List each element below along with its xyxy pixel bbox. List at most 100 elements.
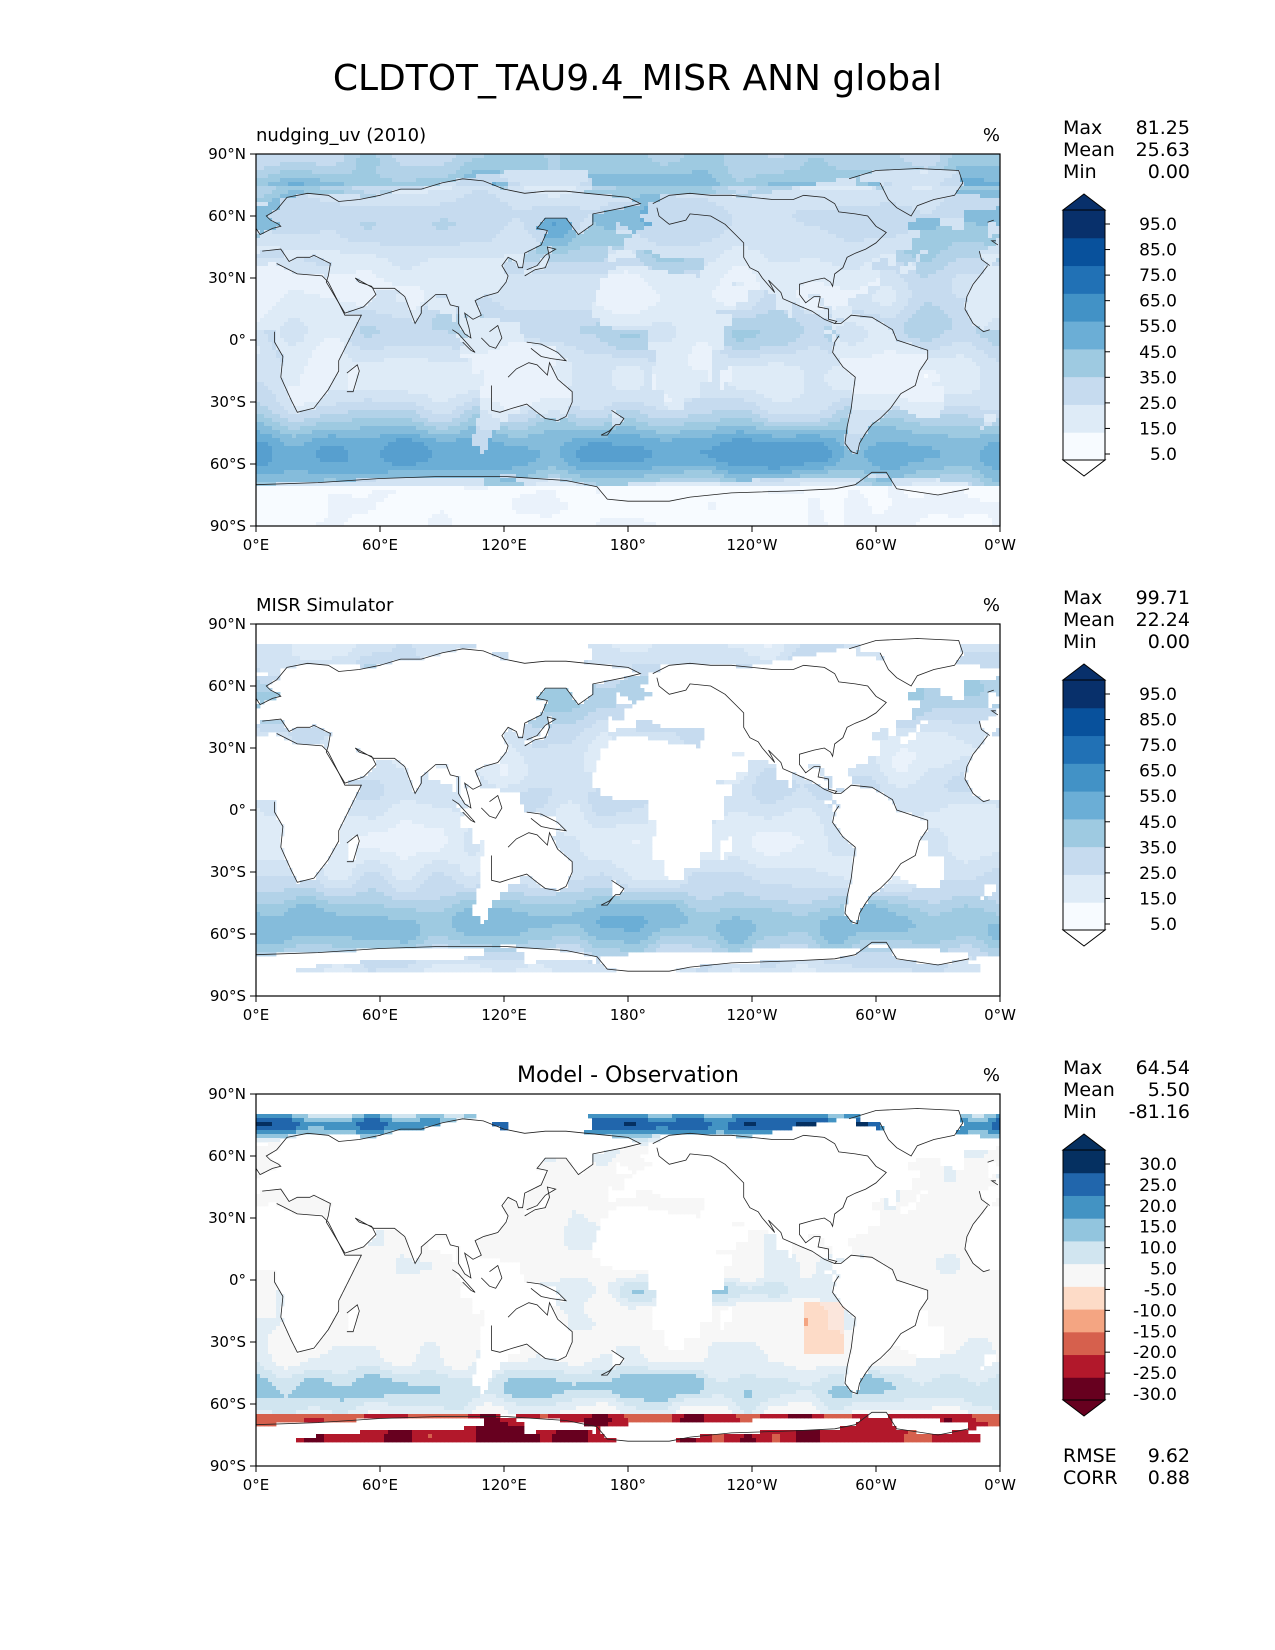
field-cell [884,206,889,211]
field-cell [708,230,713,235]
field-cell [688,254,693,259]
field-cell [264,178,269,183]
field-cell [440,250,445,255]
field-cell [856,170,861,175]
field-cell [584,234,589,239]
field-cell [896,158,901,163]
field-cell [928,242,933,247]
field-cell [804,190,809,195]
field-cell [684,154,689,159]
field-cell [808,190,813,195]
field-cell [528,186,533,191]
field-cell [564,218,569,223]
field-cell [476,250,481,255]
field-cell [816,218,821,223]
field-cell [524,162,529,167]
field-cell [300,250,305,255]
field-cell [716,186,721,191]
field-cell [696,218,701,223]
field-cell [480,214,485,219]
field-cell [328,154,333,159]
field-cell [280,230,285,235]
field-cell [392,230,397,235]
field-cell [292,234,297,239]
field-cell [624,214,629,219]
field-cell [760,242,765,247]
field-cell [936,190,941,195]
field-cell [444,206,449,211]
field-cell [712,246,717,251]
field-cell [784,202,789,207]
field-cell [892,186,897,191]
field-cell [940,182,945,187]
field-cell [632,206,637,211]
field-cell [372,202,377,207]
field-cell [600,190,605,195]
field-cell [284,198,289,203]
field-cell [332,190,337,195]
field-cell [568,162,573,167]
field-cell [904,174,909,179]
field-cell [564,258,569,263]
field-cell [456,178,461,183]
field-cell [936,206,941,211]
field-cell [976,226,981,231]
field-cell [636,194,641,199]
field-cell [576,242,581,247]
field-cell [624,258,629,263]
field-cell [392,246,397,251]
field-cell [792,162,797,167]
field-cell [804,242,809,247]
field-cell [812,178,817,183]
field-cell [456,214,461,219]
field-cell [892,174,897,179]
field-cell [788,170,793,175]
field-cell [628,182,633,187]
field-cell [596,226,601,231]
field-cell [592,162,597,167]
field-cell [892,198,897,203]
field-cell [732,226,737,231]
field-cell [376,234,381,239]
field-cell [876,202,881,207]
field-cell [272,206,277,211]
field-cell [496,222,501,227]
field-cell [400,230,405,235]
field-cell [724,214,729,219]
field-cell [472,206,477,211]
field-cell [444,246,449,251]
field-cell [544,166,549,171]
field-cell [440,222,445,227]
field-cell [500,242,505,247]
field-cell [992,158,997,163]
field-cell [436,214,441,219]
field-cell [412,202,417,207]
field-cell [440,230,445,235]
field-cell [696,254,701,259]
field-cell [556,234,561,239]
field-cell [928,234,933,239]
field-cell [756,246,761,251]
field-cell [620,162,625,167]
field-cell [856,258,861,263]
field-cell [712,178,717,183]
field-cell [472,182,477,187]
field-cell [344,246,349,251]
field-cell [452,190,457,195]
field-cell [656,154,661,159]
field-cell [548,182,553,187]
field-cell [332,178,337,183]
field-cell [620,182,625,187]
field-cell [928,166,933,171]
field-cell [808,246,813,251]
field-cell [716,170,721,175]
field-cell [616,162,621,167]
field-cell [352,246,357,251]
field-cell [656,250,661,255]
field-cell [580,258,585,263]
field-cell [328,182,333,187]
field-cell [336,234,341,239]
field-cell [368,254,373,259]
field-cell [540,254,545,259]
field-cell [360,158,365,163]
